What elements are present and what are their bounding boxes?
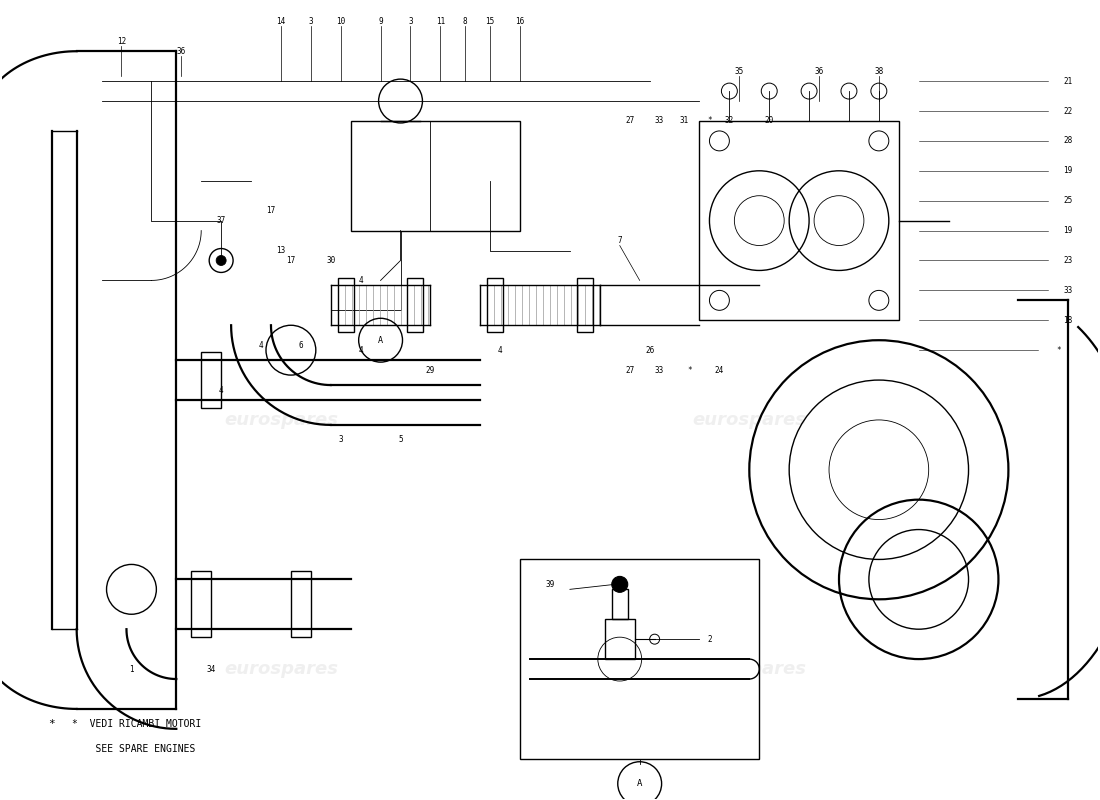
- Text: 38: 38: [874, 66, 883, 76]
- Bar: [487, 278, 503, 332]
- Text: 3: 3: [339, 435, 343, 444]
- Text: 19: 19: [1064, 226, 1072, 235]
- Bar: [700, 121, 899, 320]
- Text: 11: 11: [436, 17, 446, 26]
- Text: 37: 37: [217, 216, 226, 225]
- Text: 33: 33: [654, 366, 664, 374]
- Text: 21: 21: [1064, 77, 1072, 86]
- Text: 33: 33: [654, 117, 664, 126]
- Text: 20: 20: [764, 117, 774, 126]
- Text: 4: 4: [219, 386, 223, 394]
- Circle shape: [612, 576, 628, 592]
- Text: 24: 24: [715, 366, 724, 374]
- Bar: [407, 278, 424, 332]
- Text: 33: 33: [1064, 286, 1072, 295]
- Text: 29: 29: [426, 366, 434, 374]
- Text: 3: 3: [408, 17, 412, 26]
- Text: 15: 15: [485, 17, 495, 26]
- Text: 36: 36: [814, 66, 824, 76]
- Text: 17: 17: [266, 206, 276, 215]
- Bar: [191, 571, 211, 637]
- Text: 22: 22: [1064, 106, 1072, 115]
- Text: 32: 32: [725, 117, 734, 126]
- Bar: [338, 278, 354, 332]
- Text: 12: 12: [117, 37, 126, 46]
- Text: 39: 39: [546, 580, 554, 589]
- Text: 7: 7: [617, 236, 623, 245]
- Text: 23: 23: [1064, 256, 1072, 265]
- Text: A: A: [378, 336, 383, 345]
- Text: 36: 36: [177, 46, 186, 56]
- Text: 27: 27: [625, 366, 635, 374]
- Text: *: *: [688, 366, 692, 374]
- Text: 4: 4: [258, 341, 263, 350]
- Text: 26: 26: [645, 346, 654, 354]
- Text: 16: 16: [516, 17, 525, 26]
- Bar: [576, 278, 593, 332]
- Bar: [520, 559, 759, 758]
- Text: 4: 4: [359, 346, 363, 354]
- Text: eurospares: eurospares: [224, 660, 338, 678]
- Text: *: *: [707, 117, 712, 126]
- Text: SEE SPARE ENGINES: SEE SPARE ENGINES: [72, 744, 195, 754]
- Text: *: *: [1056, 346, 1060, 354]
- Bar: [290, 571, 311, 637]
- Text: 10: 10: [337, 17, 345, 26]
- Text: 13: 13: [276, 246, 286, 255]
- Text: 35: 35: [735, 66, 744, 76]
- Text: 4: 4: [498, 346, 503, 354]
- Text: 30: 30: [326, 256, 336, 265]
- Text: 4: 4: [359, 276, 363, 285]
- Text: 18: 18: [1064, 316, 1072, 325]
- Bar: [201, 352, 221, 408]
- Text: 31: 31: [680, 117, 690, 126]
- Text: 14: 14: [276, 17, 286, 26]
- Text: 6: 6: [298, 341, 304, 350]
- Text: 19: 19: [1064, 166, 1072, 175]
- Text: 8: 8: [463, 17, 467, 26]
- Text: eurospares: eurospares: [692, 660, 806, 678]
- Text: 1: 1: [129, 665, 134, 674]
- Circle shape: [217, 255, 227, 266]
- Text: eurospares: eurospares: [224, 411, 338, 429]
- Text: 17: 17: [286, 256, 296, 265]
- Text: 34: 34: [207, 665, 216, 674]
- Text: *  VEDI RICAMBI MOTORI: * VEDI RICAMBI MOTORI: [72, 719, 201, 729]
- Text: 25: 25: [1064, 196, 1072, 205]
- Text: 3: 3: [308, 17, 314, 26]
- Bar: [605, 619, 635, 659]
- Text: eurospares: eurospares: [692, 411, 806, 429]
- Bar: [612, 590, 628, 619]
- Bar: [351, 121, 520, 230]
- Text: 28: 28: [1064, 137, 1072, 146]
- Text: 9: 9: [378, 17, 383, 26]
- Text: 27: 27: [625, 117, 635, 126]
- Text: 5: 5: [398, 435, 403, 444]
- Text: A: A: [637, 779, 642, 788]
- Text: 2: 2: [707, 634, 712, 644]
- Text: *: *: [48, 719, 55, 729]
